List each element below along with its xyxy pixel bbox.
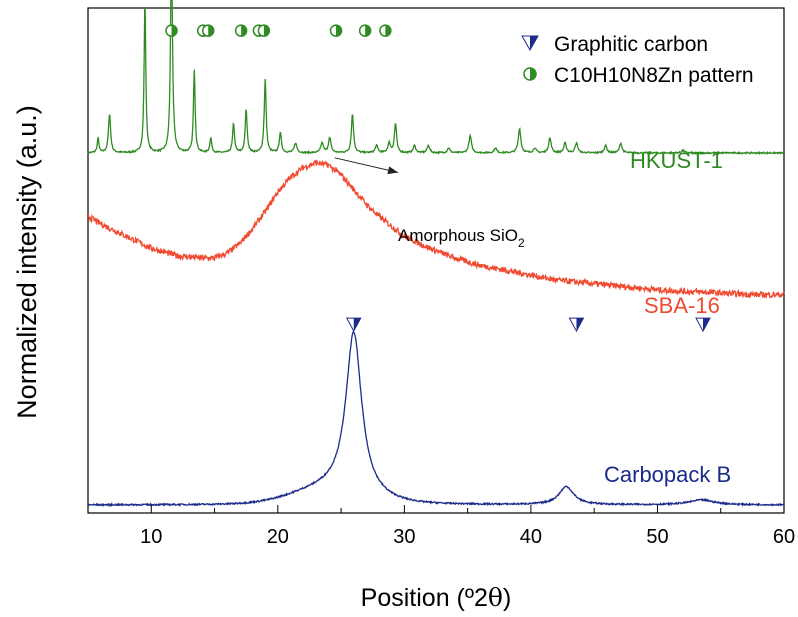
- graphitic-triangle-marker: [345, 317, 362, 333]
- pattern-circle-marker: [379, 24, 392, 37]
- annotation-arrow-line: [334, 157, 399, 173]
- x-axis-label: Position (º2θ): [361, 583, 512, 612]
- annotation-arrow-head: [387, 166, 399, 175]
- series-label-hkust: HKUST-1: [630, 148, 723, 173]
- pattern-circle-marker: [257, 24, 271, 37]
- pattern-circle-marker: [201, 24, 215, 37]
- annotation-text: Amorphous SiO2: [398, 226, 525, 250]
- plot-frame: [87, 7, 785, 514]
- x-ticks-group: 10 20 30 40 50 60: [87, 505, 795, 548]
- x-tick-label: 60: [773, 526, 795, 548]
- legend: Graphitic carbon C10H10N8Zn pattern: [521, 33, 754, 87]
- series-label-carbopack: Carbopack B: [604, 462, 731, 487]
- trace-carbopack-b: [87, 330, 785, 508]
- x-tick-label: 30: [393, 526, 415, 548]
- legend-triangle-icon: [521, 35, 539, 52]
- annotation-amorphous: Amorphous SiO2: [334, 157, 525, 250]
- markers-group: [165, 24, 711, 333]
- trace-hkust-1: [87, 0, 785, 156]
- graphitic-triangle-marker: [568, 317, 585, 333]
- x-tick-label: 20: [267, 526, 289, 548]
- graphitic-triangle-marker: [695, 317, 711, 333]
- y-axis-label: Normalized intensity (a.u.): [12, 105, 42, 419]
- pattern-circle-marker: [358, 24, 372, 37]
- x-tick-label: 10: [140, 526, 162, 548]
- legend-label-pattern: C10H10N8Zn pattern: [554, 64, 754, 87]
- x-tick-label: 40: [520, 526, 542, 548]
- pattern-circle-marker: [234, 24, 248, 37]
- traces-group: [87, 0, 785, 508]
- pattern-circle-marker: [329, 24, 343, 37]
- legend-label-graphitic: Graphitic carbon: [554, 33, 708, 56]
- trace-sba-16: [87, 159, 785, 299]
- pattern-circle-marker: [165, 24, 178, 37]
- x-tick-label: 50: [646, 526, 668, 548]
- series-label-sba: SBA-16: [644, 293, 720, 318]
- legend-circle-icon: [523, 67, 537, 81]
